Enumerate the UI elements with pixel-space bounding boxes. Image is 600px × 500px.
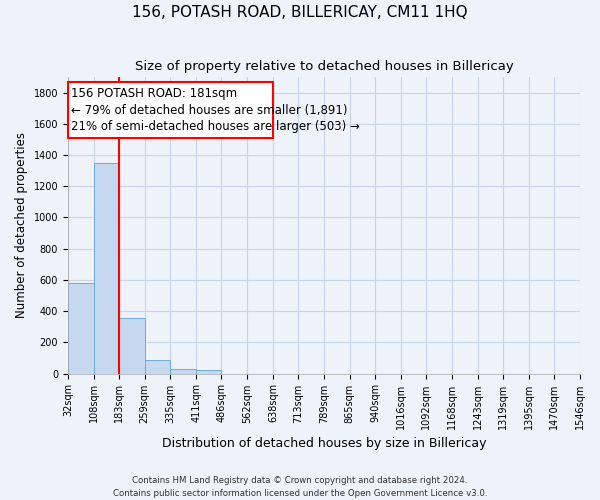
Bar	[119, 318, 145, 374]
Text: 156, POTASH ROAD, BILLERICAY, CM11 1HQ: 156, POTASH ROAD, BILLERICAY, CM11 1HQ	[132, 5, 468, 20]
Text: 21% of semi-detached houses are larger (503) →: 21% of semi-detached houses are larger (…	[71, 120, 359, 133]
Title: Size of property relative to detached houses in Billericay: Size of property relative to detached ho…	[134, 60, 514, 73]
Y-axis label: Number of detached properties: Number of detached properties	[15, 132, 28, 318]
Bar	[68, 283, 94, 374]
Bar	[145, 360, 170, 374]
FancyBboxPatch shape	[68, 82, 273, 138]
Bar	[196, 370, 221, 374]
Text: Contains HM Land Registry data © Crown copyright and database right 2024.
Contai: Contains HM Land Registry data © Crown c…	[113, 476, 487, 498]
X-axis label: Distribution of detached houses by size in Billericay: Distribution of detached houses by size …	[162, 437, 486, 450]
Bar	[94, 163, 119, 374]
Bar	[170, 369, 196, 374]
Text: 156 POTASH ROAD: 181sqm: 156 POTASH ROAD: 181sqm	[71, 88, 237, 101]
Text: ← 79% of detached houses are smaller (1,891): ← 79% of detached houses are smaller (1,…	[71, 104, 347, 118]
